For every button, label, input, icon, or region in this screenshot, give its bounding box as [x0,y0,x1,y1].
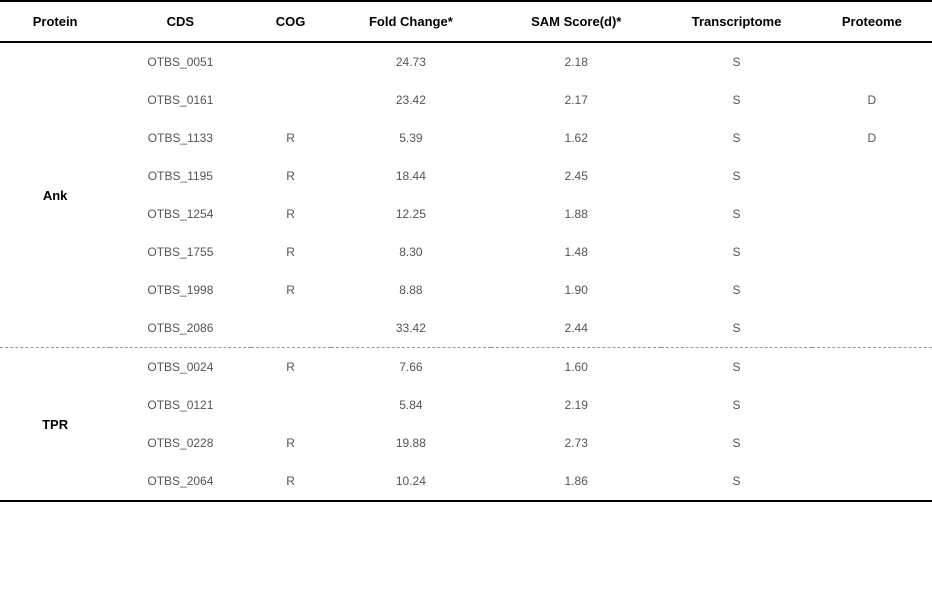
cell-prot [812,157,932,195]
header-cds: CDS [110,1,250,42]
cell-trans: S [661,233,811,271]
protein-label: Ank [0,42,110,348]
cell-trans: S [661,119,811,157]
cell-fold: 5.39 [331,119,491,157]
cell-trans: S [661,424,811,462]
cell-cog: R [251,157,331,195]
header-sam-score: SAM Score(d)* [491,1,661,42]
header-cog: COG [251,1,331,42]
cell-cds: OTBS_1195 [110,157,250,195]
cell-fold: 23.42 [331,81,491,119]
cell-cds: OTBS_1755 [110,233,250,271]
cell-fold: 5.84 [331,386,491,424]
cell-cds: OTBS_0121 [110,386,250,424]
table-body: Ank OTBS_0051 24.73 2.18 S OTBS_0161 23.… [0,42,932,501]
cell-prot [812,233,932,271]
header-proteome: Proteome [812,1,932,42]
cell-sam: 2.18 [491,42,661,81]
cell-trans: S [661,309,811,348]
cell-sam: 1.48 [491,233,661,271]
cell-prot [812,462,932,501]
cell-fold: 33.42 [331,309,491,348]
table-row: OTBS_2064 R 10.24 1.86 S [0,462,932,501]
cell-prot [812,309,932,348]
cell-fold: 8.30 [331,233,491,271]
cell-trans: S [661,157,811,195]
cell-sam: 2.17 [491,81,661,119]
cell-sam: 2.19 [491,386,661,424]
table-header-row: Protein CDS COG Fold Change* SAM Score(d… [0,1,932,42]
cell-cds: OTBS_1254 [110,195,250,233]
cell-cds: OTBS_0051 [110,42,250,81]
cell-cds: OTBS_0161 [110,81,250,119]
cell-sam: 1.90 [491,271,661,309]
cell-cds: OTBS_2086 [110,309,250,348]
cell-sam: 1.88 [491,195,661,233]
cell-cog [251,309,331,348]
cell-sam: 2.45 [491,157,661,195]
protein-table: Protein CDS COG Fold Change* SAM Score(d… [0,0,932,502]
cell-trans: S [661,195,811,233]
cell-cog [251,42,331,81]
cell-trans: S [661,348,811,387]
cell-fold: 12.25 [331,195,491,233]
cell-trans: S [661,271,811,309]
table-row: OTBS_1195 R 18.44 2.45 S [0,157,932,195]
cell-fold: 8.88 [331,271,491,309]
cell-cog: R [251,233,331,271]
cell-sam: 1.62 [491,119,661,157]
table-row: OTBS_0161 23.42 2.17 S D [0,81,932,119]
table-row: OTBS_2086 33.42 2.44 S [0,309,932,348]
cell-prot [812,195,932,233]
cell-cog [251,386,331,424]
cell-fold: 19.88 [331,424,491,462]
cell-trans: S [661,386,811,424]
header-fold-change: Fold Change* [331,1,491,42]
cell-cog: R [251,462,331,501]
table-row: Ank OTBS_0051 24.73 2.18 S [0,42,932,81]
cell-trans: S [661,42,811,81]
cell-sam: 2.73 [491,424,661,462]
cell-prot [812,42,932,81]
cell-cds: OTBS_0228 [110,424,250,462]
cell-cds: OTBS_0024 [110,348,250,387]
cell-sam: 1.86 [491,462,661,501]
protein-label: TPR [0,348,110,502]
cell-trans: S [661,81,811,119]
table-row: TPR OTBS_0024 R 7.66 1.60 S [0,348,932,387]
table-row: OTBS_1133 R 5.39 1.62 S D [0,119,932,157]
cell-sam: 2.44 [491,309,661,348]
cell-fold: 18.44 [331,157,491,195]
cell-cds: OTBS_1133 [110,119,250,157]
table-row: OTBS_1254 R 12.25 1.88 S [0,195,932,233]
cell-trans: S [661,462,811,501]
cell-cog: R [251,424,331,462]
cell-cog [251,81,331,119]
table-row: OTBS_0121 5.84 2.19 S [0,386,932,424]
cell-prot [812,348,932,387]
cell-prot [812,271,932,309]
cell-sam: 1.60 [491,348,661,387]
cell-prot: D [812,119,932,157]
cell-cds: OTBS_1998 [110,271,250,309]
cell-prot [812,424,932,462]
cell-fold: 7.66 [331,348,491,387]
cell-cog: R [251,271,331,309]
cell-fold: 24.73 [331,42,491,81]
table-row: OTBS_1998 R 8.88 1.90 S [0,271,932,309]
header-protein: Protein [0,1,110,42]
cell-fold: 10.24 [331,462,491,501]
cell-cog: R [251,119,331,157]
cell-cog: R [251,348,331,387]
header-transcriptome: Transcriptome [661,1,811,42]
cell-cds: OTBS_2064 [110,462,250,501]
cell-prot [812,386,932,424]
cell-prot: D [812,81,932,119]
table-row: OTBS_1755 R 8.30 1.48 S [0,233,932,271]
cell-cog: R [251,195,331,233]
table-row: OTBS_0228 R 19.88 2.73 S [0,424,932,462]
